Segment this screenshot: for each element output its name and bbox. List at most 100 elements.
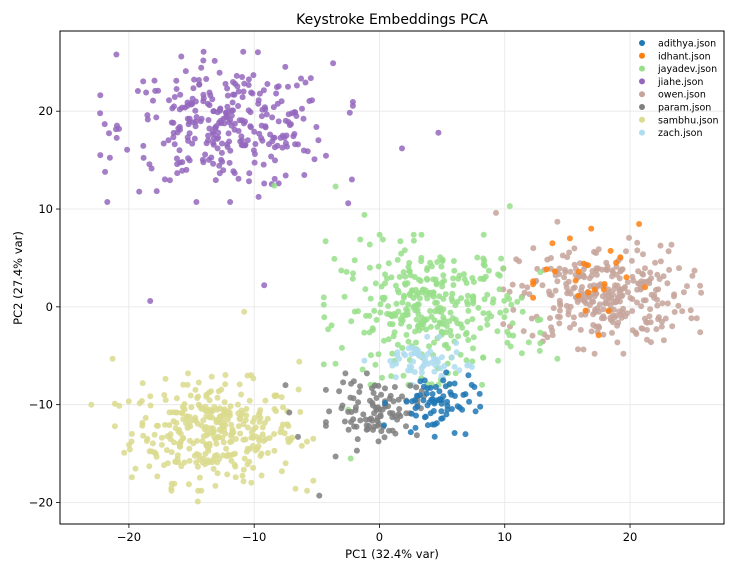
data-point: [386, 427, 392, 434]
data-point: [443, 341, 450, 348]
data-point: [298, 75, 304, 82]
data-point: [214, 145, 221, 152]
data-point: [456, 367, 463, 374]
data-point: [410, 295, 417, 301]
legend-label: zach.json: [658, 128, 703, 139]
data-point: [427, 308, 433, 314]
data-point: [413, 316, 420, 323]
data-point: [691, 267, 698, 274]
data-point: [430, 276, 437, 283]
data-point: [581, 295, 588, 302]
data-point: [629, 327, 636, 334]
data-point: [652, 259, 659, 266]
data-point: [495, 357, 502, 364]
data-point: [635, 268, 642, 275]
data-point: [603, 295, 609, 302]
data-point: [654, 302, 661, 309]
data-point: [226, 159, 233, 166]
data-point: [271, 392, 278, 399]
data-point: [420, 286, 427, 293]
data-point: [556, 265, 563, 272]
legend-marker: [639, 116, 645, 123]
data-point: [600, 306, 607, 313]
data-point: [431, 317, 438, 324]
data-point: [472, 408, 479, 415]
data-point: [147, 402, 154, 409]
data-point: [196, 81, 203, 88]
series-jayadev: [271, 182, 561, 462]
data-point: [124, 146, 131, 153]
data-point: [227, 199, 234, 205]
data-point: [607, 247, 614, 254]
data-point: [614, 282, 621, 289]
data-point: [397, 238, 404, 245]
data-point: [460, 391, 467, 398]
data-point: [232, 80, 239, 87]
data-point: [566, 235, 573, 242]
data-point: [623, 248, 629, 255]
data-point: [184, 424, 191, 431]
data-point: [252, 424, 259, 431]
data-point: [349, 99, 356, 105]
legend-label: param.json: [658, 103, 711, 114]
data-point: [382, 385, 388, 392]
data-point: [252, 447, 259, 454]
data-point: [544, 334, 551, 341]
data-point: [361, 329, 368, 336]
data-point: [236, 381, 243, 388]
data-point: [431, 400, 438, 407]
data-point: [243, 448, 250, 455]
data-point: [567, 290, 574, 297]
data-point: [304, 487, 311, 494]
data-point: [441, 317, 448, 324]
data-point: [610, 291, 616, 298]
data-point: [363, 370, 370, 377]
data-point: [239, 472, 246, 479]
data-point: [470, 300, 477, 307]
data-point: [205, 137, 212, 144]
data-point: [634, 239, 641, 246]
data-point: [366, 416, 373, 423]
data-point: [530, 278, 537, 285]
data-point: [234, 401, 241, 408]
data-point: [259, 106, 266, 113]
data-point: [285, 111, 292, 118]
data-point: [470, 294, 477, 301]
data-point: [264, 81, 271, 87]
data-point: [195, 393, 202, 400]
data-point: [271, 134, 278, 141]
data-point: [401, 280, 408, 287]
data-point: [275, 180, 282, 187]
data-point: [175, 428, 182, 435]
legend-label: idhant.json: [658, 51, 711, 62]
data-point: [185, 121, 192, 128]
data-point: [190, 85, 197, 92]
data-point: [443, 369, 450, 376]
data-point: [227, 403, 234, 410]
data-point: [385, 336, 392, 343]
data-point: [193, 199, 200, 205]
data-point: [341, 293, 348, 300]
data-point: [245, 76, 252, 83]
data-point: [209, 96, 216, 103]
data-point: [241, 455, 248, 462]
data-point: [609, 267, 616, 274]
data-point: [97, 110, 104, 117]
data-point: [310, 435, 317, 442]
data-point: [386, 311, 393, 318]
data-point: [301, 172, 308, 178]
data-point: [460, 271, 467, 278]
data-point: [178, 53, 185, 60]
data-point: [326, 408, 333, 415]
data-point: [453, 340, 460, 346]
data-point: [371, 307, 378, 314]
data-point: [322, 238, 329, 245]
data-point: [144, 116, 151, 123]
data-point: [325, 326, 332, 333]
data-point: [480, 276, 487, 283]
data-point: [687, 307, 694, 314]
data-point: [235, 88, 242, 95]
data-point: [680, 289, 687, 296]
data-point: [452, 302, 459, 309]
data-point: [668, 241, 675, 248]
